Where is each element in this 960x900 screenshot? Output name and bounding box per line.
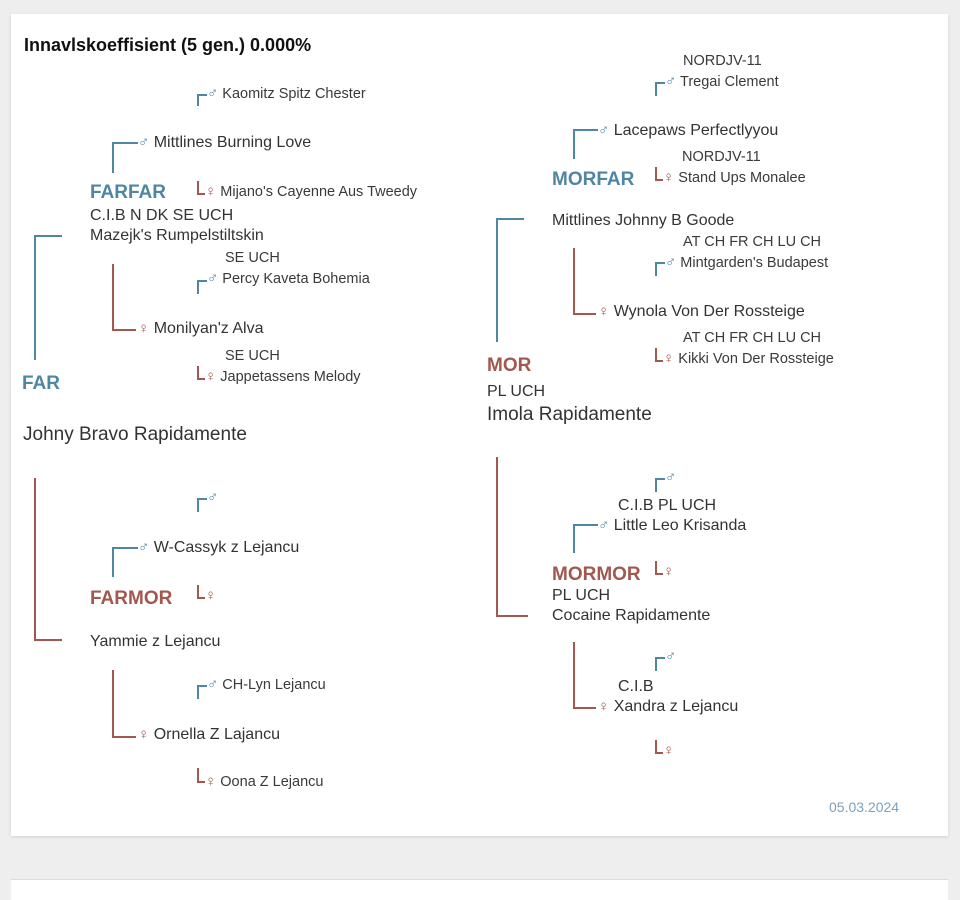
female-icon: ♀: [205, 183, 217, 200]
mormor-bracket-line: [496, 457, 528, 617]
female-icon: ♀: [205, 587, 217, 604]
mormor-sire[interactable]: ♂ Little Leo Krisanda: [598, 517, 747, 534]
female-icon: ♀: [205, 773, 217, 790]
mormor-name[interactable]: Cocaine Rapidamente: [552, 607, 711, 624]
far-bracket-line: [34, 235, 62, 360]
farfar-dam-dam[interactable]: ♀ Jappetassens Melody: [205, 368, 361, 385]
farfar-label: FARFAR: [90, 182, 166, 203]
far-label: FAR: [22, 373, 60, 394]
mormor-sire-titles: C.I.B PL UCH: [618, 497, 717, 514]
morfar-sire-line: [573, 129, 598, 159]
male-icon: ♂: [598, 517, 610, 534]
farmor-sire[interactable]: ♂ W-Cassyk z Lejancu: [138, 539, 300, 556]
farfar-titles: C.I.B N DK SE UCH: [90, 207, 234, 224]
mormor-dam[interactable]: ♀ Xandra z Lejancu: [598, 698, 739, 715]
farmor-dam-sire[interactable]: ♂ CH-Lyn Lejancu: [207, 676, 326, 693]
mormor-dam-sire[interactable]: ♂: [665, 649, 676, 665]
inbreeding-coefficient-title: Innavlskoeffisient (5 gen.) 0.000%: [24, 35, 312, 55]
female-icon: ♀: [663, 169, 675, 186]
male-icon: ♂: [207, 676, 219, 693]
female-icon: ♀: [663, 563, 675, 580]
farmor-dam-dam[interactable]: ♀ Oona Z Lejancu: [205, 773, 324, 790]
farfar-sire[interactable]: ♂ Mittlines Burning Love: [138, 134, 312, 151]
morfar-sire[interactable]: ♂ Lacepaws Perfectlyyou: [598, 122, 779, 139]
morfar-dam-dam[interactable]: ♀ Kikki Von Der Rossteige: [663, 350, 834, 367]
female-icon: ♀: [663, 742, 675, 759]
pedigree-date: 05.03.2024: [829, 799, 900, 815]
mor-label: MOR: [487, 355, 532, 376]
male-icon: ♂: [207, 85, 219, 102]
mormor-sire-sire[interactable]: ♂: [665, 470, 676, 486]
mormor-dam-line: [573, 642, 596, 709]
female-icon: ♀: [138, 726, 150, 743]
mormor-sire-dam[interactable]: ♀: [663, 564, 674, 580]
farfar-dam[interactable]: ♀ Monilyan'z Alva: [138, 320, 264, 337]
farmor-bracket-line: [34, 478, 62, 641]
morfar-sire-sire-titles: NORDJV-11: [683, 53, 762, 69]
farfar-dam-sire-titles: SE UCH: [225, 250, 280, 266]
male-icon: ♂: [207, 489, 219, 506]
far-name[interactable]: Johny Bravo Rapidamente: [23, 424, 247, 445]
pedigree-card: [11, 14, 948, 836]
farfar-sire-line: [112, 142, 138, 173]
morfar-sire-dam-titles: NORDJV-11: [682, 149, 761, 165]
farmor-sire-sire[interactable]: ♂: [207, 490, 218, 506]
morfar-dam-sire-titles: AT CH FR CH LU CH: [683, 234, 822, 250]
mor-name[interactable]: Imola Rapidamente: [487, 404, 652, 425]
farmor-dam[interactable]: ♀ Ornella Z Lajancu: [138, 726, 280, 743]
male-icon: ♂: [598, 122, 610, 139]
morfar-name[interactable]: Mittlines Johnny B Goode: [552, 212, 735, 229]
male-icon: ♂: [665, 648, 677, 665]
mormor-dam-dam[interactable]: ♀: [663, 743, 674, 759]
morfar-dam-dam-titles: AT CH FR CH LU CH: [683, 330, 822, 346]
farfar-dam-dam-titles: SE UCH: [225, 348, 280, 364]
farfar-dam-line: [112, 264, 136, 331]
farmor-sire-dam[interactable]: ♀: [205, 588, 216, 604]
farfar-sire-sire[interactable]: ♂ Kaomitz Spitz Chester: [207, 85, 366, 102]
mormor-titles: PL UCH: [552, 587, 611, 604]
morfar-dam-line: [573, 248, 596, 315]
male-icon: ♂: [207, 270, 219, 287]
mormor-label: MORMOR: [552, 564, 641, 585]
mormor-sire-line: [573, 524, 598, 553]
male-icon: ♂: [138, 539, 150, 556]
morfar-bracket-line: [496, 218, 524, 342]
female-icon: ♀: [663, 350, 675, 367]
farmor-name[interactable]: Yammie z Lejancu: [90, 633, 221, 650]
female-icon: ♀: [205, 368, 217, 385]
farmor-sire-line: [112, 547, 138, 577]
farfar-name[interactable]: Mazejk's Rumpelstiltskin: [90, 227, 264, 244]
male-icon: ♂: [665, 469, 677, 486]
farfar-sire-dam[interactable]: ♀ Mijano's Cayenne Aus Tweedy: [205, 183, 418, 200]
male-icon: ♂: [138, 134, 150, 151]
morfar-sire-dam[interactable]: ♀ Stand Ups Monalee: [663, 169, 806, 186]
morfar-dam[interactable]: ♀ Wynola Von Der Rossteige: [598, 303, 805, 320]
farfar-dam-sire[interactable]: ♂ Percy Kaveta Bohemia: [207, 270, 370, 287]
mormor-dam-titles: C.I.B: [618, 678, 654, 695]
morfar-sire-sire[interactable]: ♂ Tregai Clement: [665, 73, 779, 90]
male-icon: ♂: [665, 254, 677, 271]
farmor-dam-line: [112, 670, 136, 738]
female-icon: ♀: [598, 698, 610, 715]
morfar-label: MORFAR: [552, 169, 635, 190]
mor-titles: PL UCH: [487, 383, 546, 400]
male-icon: ♂: [665, 73, 677, 90]
morfar-dam-sire[interactable]: ♂ Mintgarden's Budapest: [665, 254, 829, 271]
female-icon: ♀: [598, 303, 610, 320]
farmor-label: FARMOR: [90, 588, 173, 609]
female-icon: ♀: [138, 320, 150, 337]
